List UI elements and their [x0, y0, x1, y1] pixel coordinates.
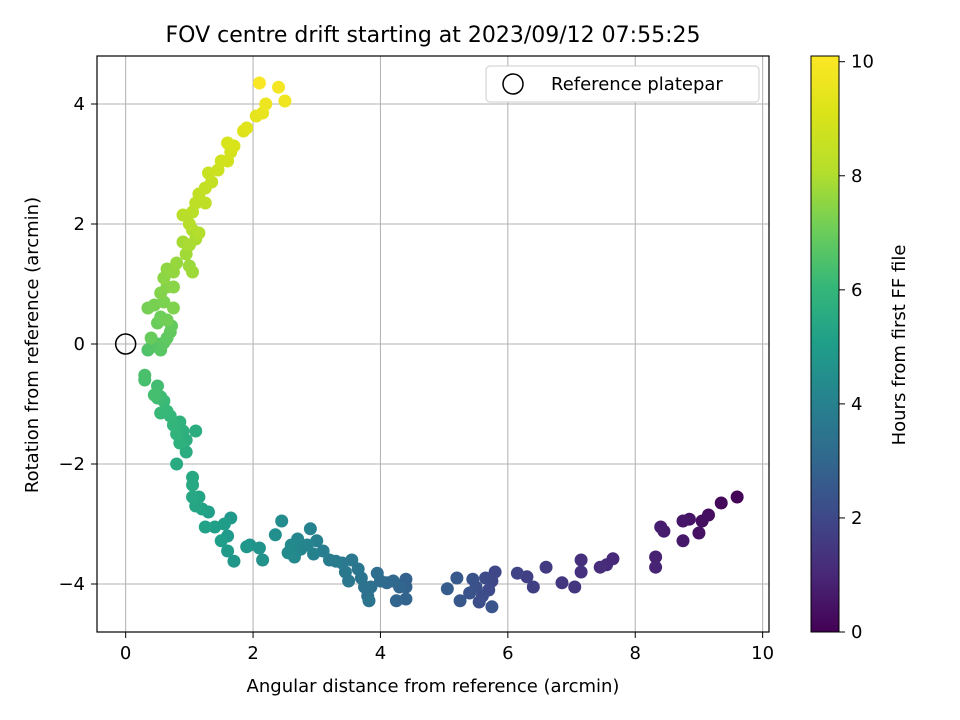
data-point	[351, 562, 365, 576]
data-point	[676, 534, 690, 548]
data-point	[440, 582, 454, 596]
data-point	[227, 554, 241, 568]
data-point	[214, 534, 228, 548]
data-point	[256, 553, 270, 567]
data-point	[526, 580, 540, 594]
y-tick-label: 0	[74, 334, 85, 355]
colorbar: 0 2 4 6 8 10 Hours from first FF file	[810, 52, 910, 643]
data-point	[147, 388, 161, 402]
data-point	[227, 139, 241, 153]
reference-marker	[114, 333, 137, 355]
data-point	[281, 546, 295, 560]
data-point	[259, 97, 273, 111]
data-point	[268, 528, 282, 542]
data-point	[240, 121, 254, 135]
colorbar-tick-label: 8	[851, 166, 862, 187]
data-point	[322, 553, 336, 567]
plot-area	[97, 56, 769, 632]
chart-title: FOV centre drift starting at 2023/09/12 …	[166, 23, 701, 48]
x-tick-label: 6	[502, 643, 513, 664]
data-point	[179, 445, 193, 459]
data-point	[574, 553, 588, 567]
data-point	[654, 520, 668, 534]
data-point	[555, 576, 569, 590]
data-point	[307, 547, 321, 561]
data-point	[303, 522, 317, 536]
data-point	[186, 470, 200, 484]
y-axis-label: Rotation from reference (arcmin)	[22, 197, 43, 493]
axes-ticks: 0 2 4 6 8 10 −4 −2 0 2 4	[58, 94, 774, 664]
colorbar-label: Hours from first FF file	[889, 245, 910, 446]
data-point	[649, 560, 663, 574]
data-point	[389, 594, 403, 608]
data-point	[186, 490, 200, 504]
x-tick-label: 2	[247, 643, 258, 664]
data-point	[192, 226, 206, 240]
legend[interactable]: Reference platepar	[485, 65, 760, 103]
data-point	[240, 540, 254, 554]
data-point	[221, 544, 235, 558]
data-point	[278, 94, 292, 108]
data-point	[186, 265, 200, 279]
data-point	[568, 580, 582, 594]
data-point	[574, 565, 588, 579]
data-point	[692, 526, 706, 540]
data-point	[695, 514, 709, 528]
data-point	[166, 301, 180, 315]
data-point	[463, 586, 477, 600]
y-tick-label: −4	[58, 574, 85, 595]
data-point	[154, 406, 168, 420]
data-point	[466, 572, 480, 586]
colorbar-tick-label: 4	[851, 394, 862, 415]
data-point	[198, 196, 212, 210]
legend-marker-icon	[502, 73, 524, 95]
data-points	[138, 76, 744, 614]
data-point	[485, 600, 499, 614]
data-point	[138, 368, 152, 382]
legend-label: Reference platepar	[551, 74, 723, 95]
y-tick-label: 2	[74, 214, 85, 235]
data-point	[649, 550, 663, 564]
data-point	[539, 560, 553, 574]
data-point	[189, 424, 203, 438]
data-point	[370, 566, 384, 580]
colorbar-tick-label: 2	[851, 508, 862, 529]
data-point	[170, 256, 184, 270]
data-point	[275, 514, 289, 528]
colorbar-ticks: 0 2 4 6 8 10	[839, 52, 874, 643]
data-point	[182, 217, 196, 231]
data-point	[362, 594, 376, 608]
x-tick-label: 8	[630, 643, 641, 664]
colorbar-gradient	[810, 55, 840, 633]
data-point	[453, 594, 467, 608]
x-tick-label: 0	[120, 643, 131, 664]
data-point	[714, 496, 728, 510]
x-axis-label: Angular distance from reference (arcmin)	[247, 676, 620, 697]
data-point	[479, 571, 493, 585]
data-point	[676, 514, 690, 528]
y-tick-label: −2	[58, 454, 85, 475]
data-point	[170, 457, 184, 471]
data-point	[450, 571, 464, 585]
colorbar-tick-label: 10	[851, 52, 874, 73]
data-point	[252, 76, 266, 90]
data-point	[208, 520, 222, 534]
data-point	[472, 595, 486, 609]
data-point	[272, 80, 286, 94]
data-point	[510, 566, 524, 580]
data-point	[730, 490, 744, 504]
data-point	[166, 280, 180, 294]
x-tick-label: 4	[375, 643, 386, 664]
colorbar-tick-label: 6	[851, 280, 862, 301]
y-tick-label: 4	[74, 94, 85, 115]
data-point	[144, 331, 158, 345]
x-tick-label: 10	[751, 643, 774, 664]
data-point	[593, 560, 607, 574]
colorbar-tick-label: 0	[851, 622, 862, 643]
legend-box	[485, 65, 760, 103]
data-point	[198, 520, 212, 534]
data-point	[160, 313, 174, 327]
